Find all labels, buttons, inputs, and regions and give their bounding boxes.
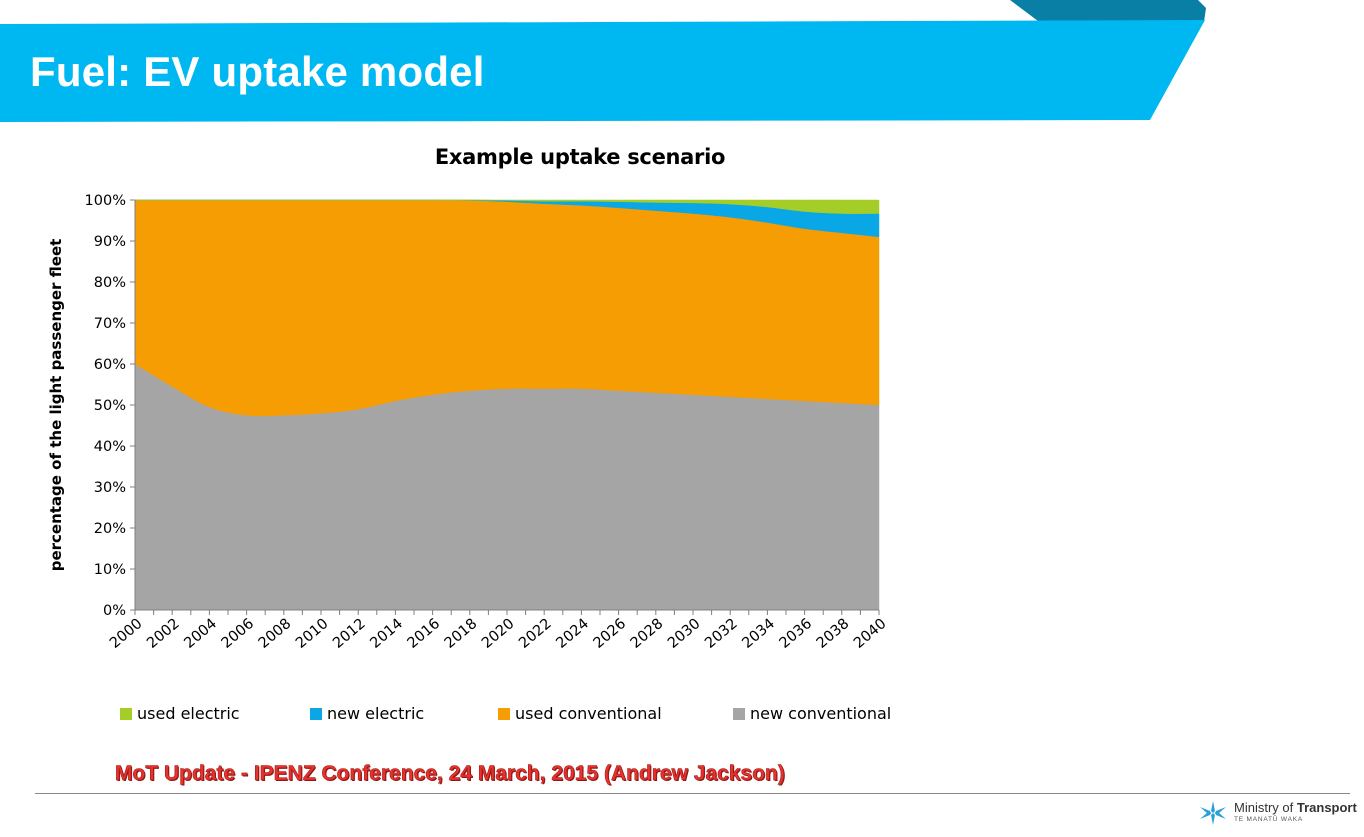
y-tick-label: 70% [94,316,126,332]
y-tick-label: 0% [103,603,126,619]
legend-item-used-electric: used electric [120,704,240,723]
logo-name: Ministry of Transport [1234,800,1357,815]
chart-areas [134,199,880,611]
x-tick-label: 2034 [739,616,778,652]
slide-title: Fuel: EV uptake model [30,48,485,95]
x-tick-label: 2000 [107,616,146,652]
legend-label: new conventional [750,704,892,723]
legend-item-used-conventional: used conventional [498,704,662,723]
x-tick-label: 2016 [405,616,444,652]
x-tick-label: 2036 [777,616,816,652]
x-tick-label: 2038 [814,616,853,652]
banner-bar [0,20,1205,122]
y-tick-label: 80% [94,275,126,291]
x-tick-label: 2024 [553,616,592,652]
x-tick-label: 2026 [591,616,630,652]
x-tick-label: 2006 [219,616,258,652]
y-tick-label: 10% [94,562,126,578]
x-tick-label: 2010 [293,616,332,652]
koru-star-icon [1200,801,1226,825]
legend-swatch [498,708,510,720]
x-tick-label: 2032 [702,616,741,652]
x-tick-label: 2030 [665,616,704,652]
y-tick-label: 20% [94,521,126,537]
area-used-electric [135,199,880,214]
x-tick-label: 2022 [516,616,555,652]
legend-item-new-electric: new electric [310,704,424,723]
y-tick-label: 40% [94,439,126,455]
x-tick-label: 2040 [851,616,890,652]
footer-divider [35,793,1350,794]
y-tick-label: 30% [94,480,126,496]
chart-title: Example uptake scenario [434,145,726,169]
x-tick-label: 2020 [479,616,518,652]
logo-subtitle: TE MANATŪ WAKA [1234,816,1303,823]
chart-legend: used electric new electric used convention… [120,704,920,724]
legend-label: new electric [327,704,425,723]
legend-item-new-conventional: new conventional [733,704,891,723]
x-tick-label: 2004 [181,616,220,652]
legend-label: used conventional [515,704,662,723]
footer-note: MoT Update - IPENZ Conference, 24 March,… [115,762,785,786]
y-tick-label: 60% [94,357,126,373]
area-used-conventional [134,199,880,417]
y-tick-label: 100% [85,193,126,209]
title-banner [0,0,1206,122]
legend-swatch [120,708,132,720]
x-tick-label: 2012 [330,616,369,652]
legend-swatch [310,708,322,720]
x-tick-label: 2008 [256,616,295,652]
y-axis-label: percentage of the light passenger fleet [47,239,65,572]
legend-swatch [733,708,745,720]
x-tick-label: 2028 [628,616,667,652]
x-tick-label: 2014 [367,616,406,652]
y-tick-label: 90% [94,234,126,250]
ministry-logo: Ministry of Transport TE MANATŪ WAKA [1198,798,1358,828]
y-tick-label: 50% [94,398,126,414]
x-tick-label: 2002 [144,616,183,652]
legend-label: used electric [137,704,240,723]
x-tick-label: 2018 [442,616,481,652]
